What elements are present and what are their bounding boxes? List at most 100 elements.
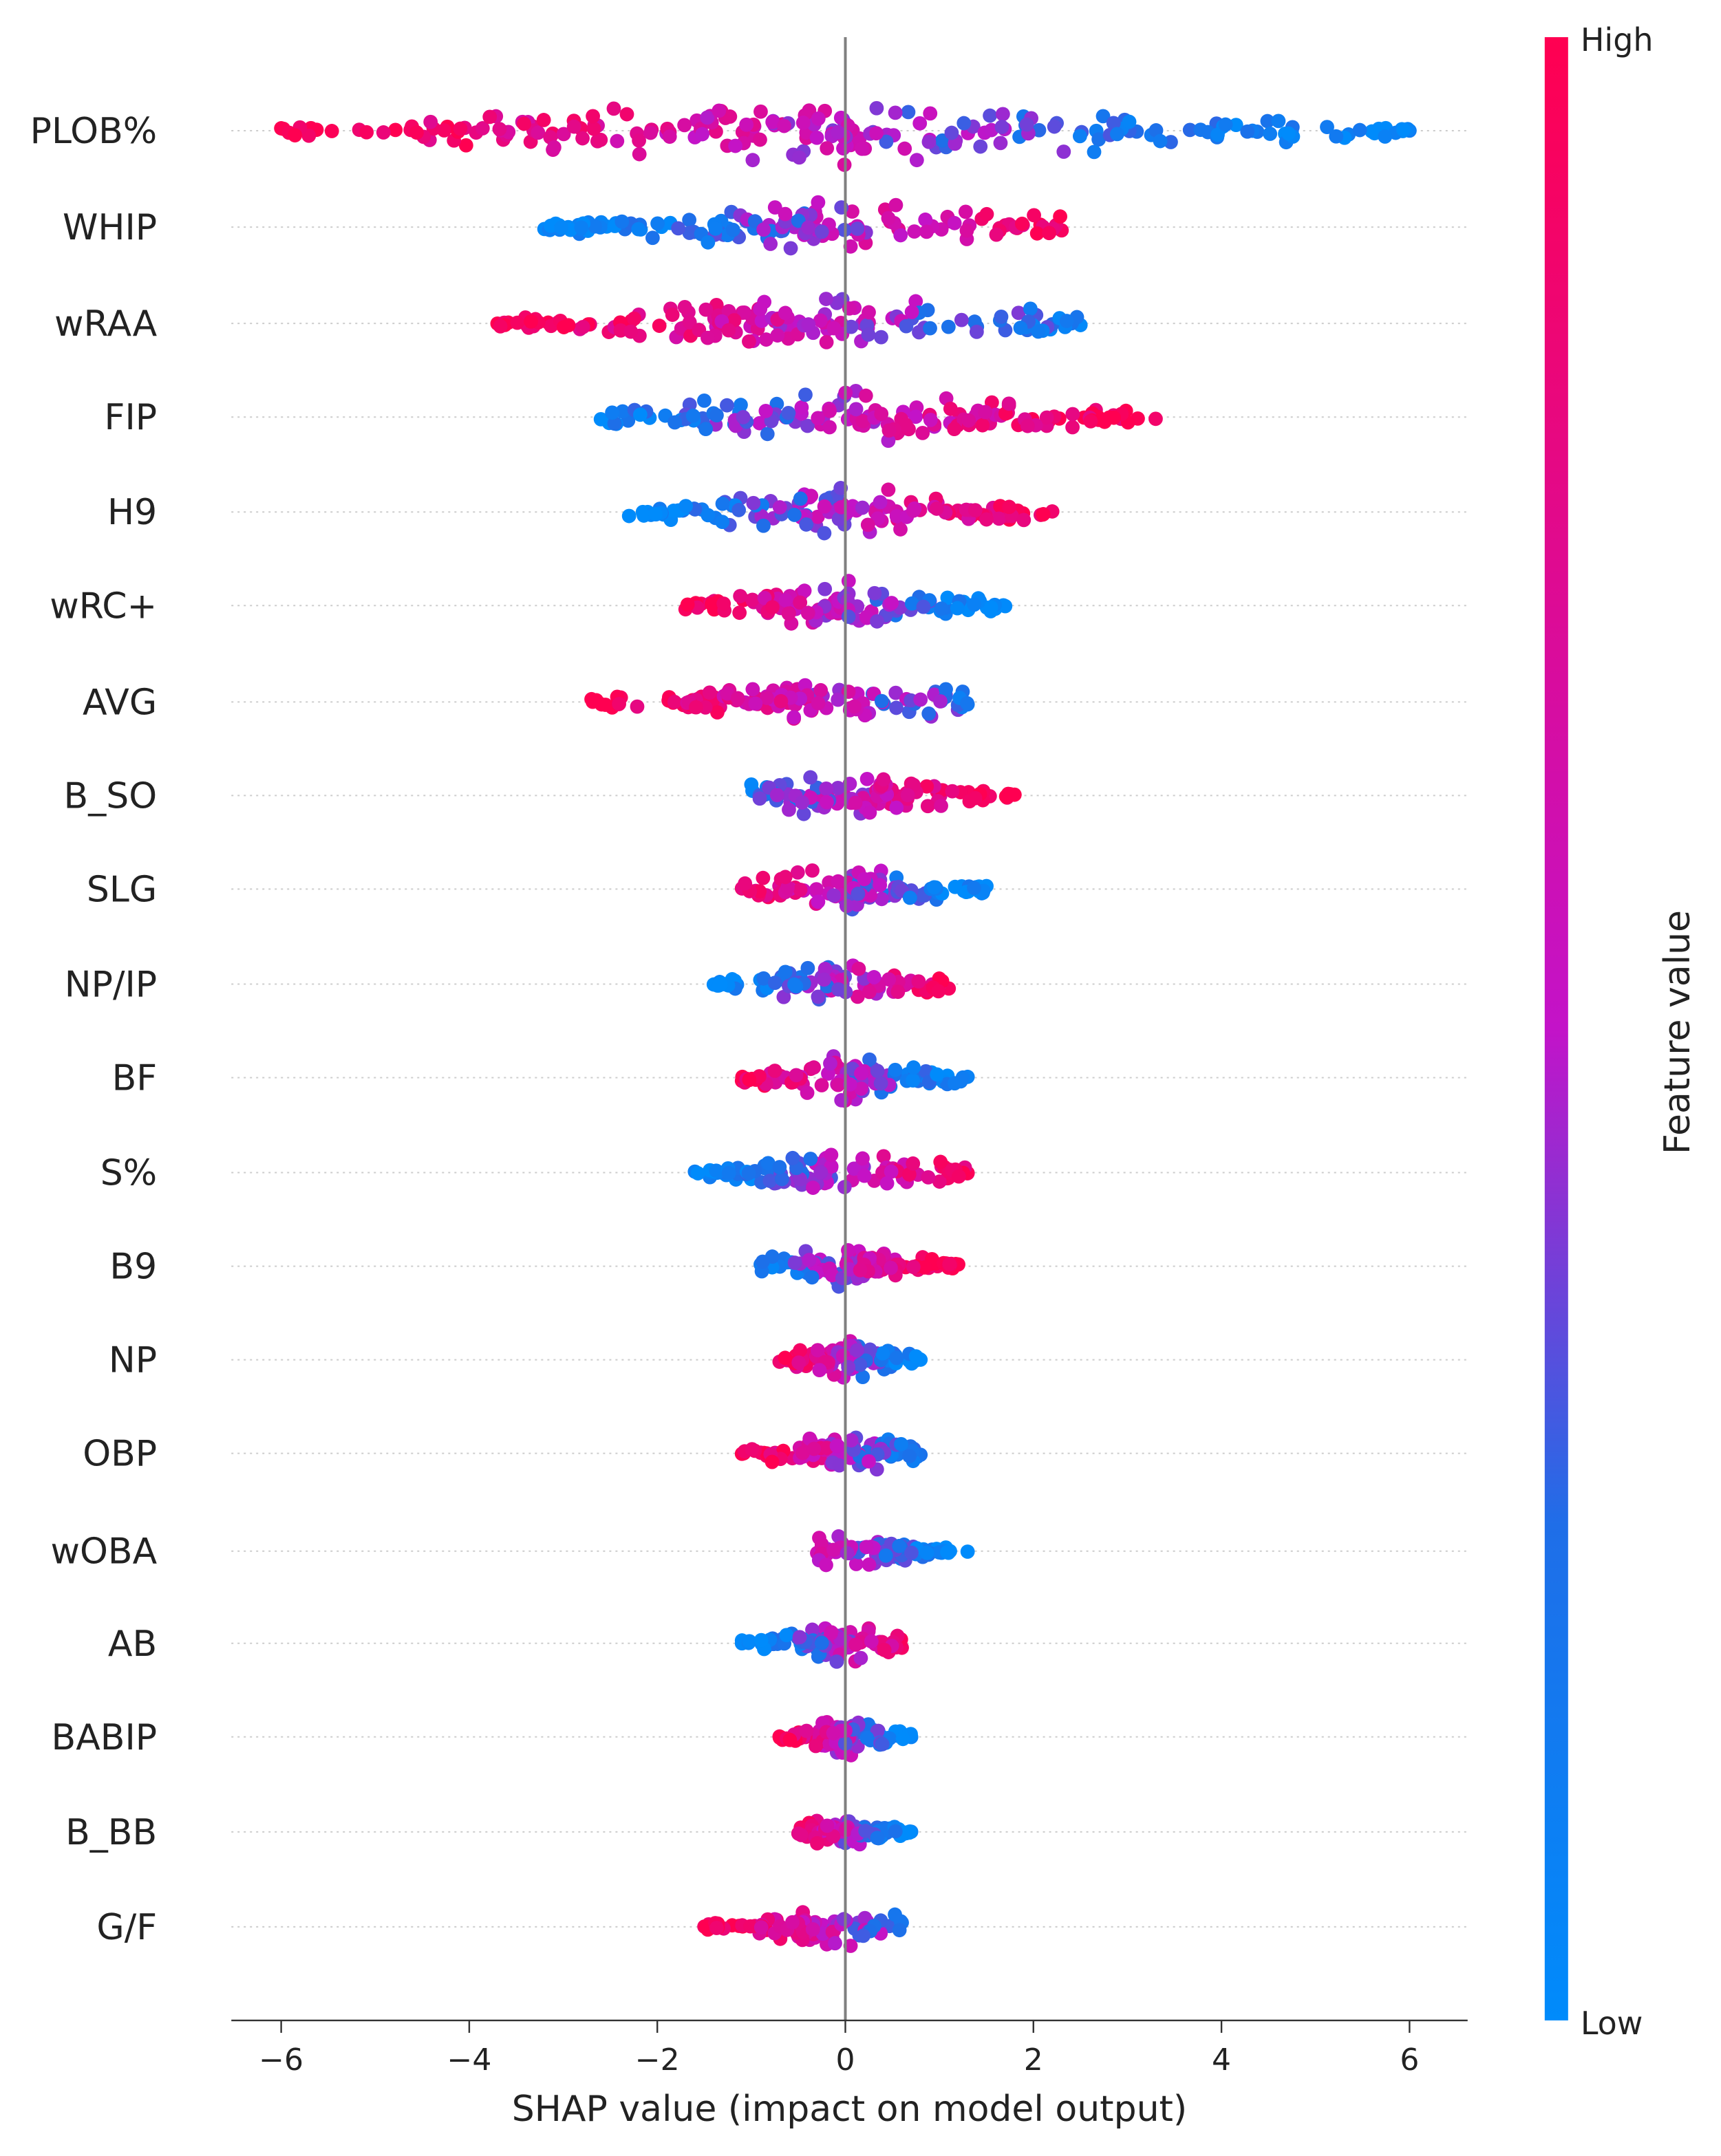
shap-point [682, 226, 697, 240]
shap-point [769, 788, 784, 803]
shap-point [881, 482, 896, 497]
shap-point [748, 696, 763, 711]
shap-point [811, 696, 826, 711]
shap-point [756, 222, 771, 237]
shap-point [606, 101, 621, 116]
shap-point [797, 583, 812, 599]
shap-point [800, 605, 815, 621]
shap-point [1153, 133, 1168, 149]
shap-point [715, 496, 730, 511]
shap-point [857, 1168, 872, 1183]
shap-point [739, 117, 754, 132]
shap-point [879, 134, 894, 149]
shap-point [1263, 127, 1278, 141]
feature-points [744, 770, 1022, 821]
shap-point [698, 302, 714, 317]
shap-point [793, 883, 808, 897]
shap-point [893, 228, 908, 243]
shap-point [802, 1253, 817, 1267]
shap-point [752, 791, 767, 806]
shap-point [1016, 513, 1031, 528]
shap-point [806, 1060, 822, 1075]
shap-point [855, 1151, 870, 1166]
shap-point [843, 1939, 858, 1953]
shap-point [1320, 120, 1334, 135]
shap-point [809, 882, 824, 897]
shap-point [690, 1166, 705, 1181]
shap-point [870, 1064, 885, 1079]
shap-point [778, 870, 793, 885]
shap-point [947, 215, 962, 230]
shap-point [846, 1161, 862, 1176]
shap-point [790, 865, 805, 880]
shap-point [854, 1081, 868, 1096]
shap-point [753, 132, 767, 147]
shap-point [875, 1737, 890, 1751]
shap-point [1020, 418, 1035, 433]
shap-point [742, 1072, 757, 1087]
shap-point [1019, 117, 1034, 132]
shap-point [1148, 123, 1164, 138]
shap-point [1072, 129, 1087, 144]
shap-point [917, 1260, 932, 1275]
shap-point [1014, 216, 1029, 231]
shap-point [710, 705, 725, 720]
shap-point [614, 214, 630, 229]
shap-point [756, 971, 771, 986]
shap-point [889, 1350, 904, 1366]
shap-point [453, 121, 468, 136]
shap-point [778, 1350, 793, 1366]
shap-point [785, 1915, 800, 1930]
shap-point [782, 1732, 798, 1747]
shap-point [612, 696, 626, 711]
shap-point [685, 408, 701, 423]
feature-label: AVG [83, 682, 157, 723]
shap-point [820, 795, 834, 810]
shap-point [823, 1056, 837, 1071]
shap-point [667, 415, 683, 430]
shap-point [725, 222, 740, 237]
shap-point [939, 682, 953, 697]
shap-point [492, 122, 507, 137]
shap-point [877, 1642, 892, 1657]
shap-point [894, 1436, 908, 1452]
shap-point [1087, 144, 1102, 160]
shap-point [716, 596, 731, 611]
shap-point [765, 114, 780, 129]
shap-point [904, 305, 919, 319]
shap-point [805, 1922, 820, 1937]
shap-point [822, 403, 837, 418]
feature-gridlines [231, 130, 1468, 1928]
shap-point [923, 412, 938, 427]
shap-point [811, 111, 826, 126]
shap-point [745, 592, 760, 607]
shap-point [874, 330, 888, 345]
shap-point [895, 1732, 910, 1747]
shap-point [813, 682, 829, 698]
shap-point [841, 610, 856, 624]
feature-label: B_SO [64, 775, 158, 817]
shap-point [1002, 499, 1016, 515]
shap-point [995, 107, 1010, 122]
shap-point [969, 324, 984, 339]
shap-point [546, 140, 562, 155]
shap-point [898, 418, 913, 433]
shap-point [899, 319, 914, 334]
shap-point [721, 1165, 736, 1181]
x-axis-label: SHAP value (impact on model output) [512, 2089, 1187, 2130]
shap-point [767, 1064, 782, 1078]
shap-point [813, 1165, 829, 1180]
shap-point [919, 779, 934, 794]
shap-point [810, 509, 825, 524]
shap-point [731, 503, 747, 517]
shap-point [700, 110, 715, 125]
shap-point [923, 321, 937, 336]
shap-point [824, 1626, 838, 1641]
shap-point [822, 420, 837, 435]
shap-point [536, 113, 551, 127]
shap-point [782, 802, 796, 817]
shap-point [889, 700, 904, 715]
shap-point [862, 1052, 877, 1067]
shap-point [631, 222, 646, 237]
